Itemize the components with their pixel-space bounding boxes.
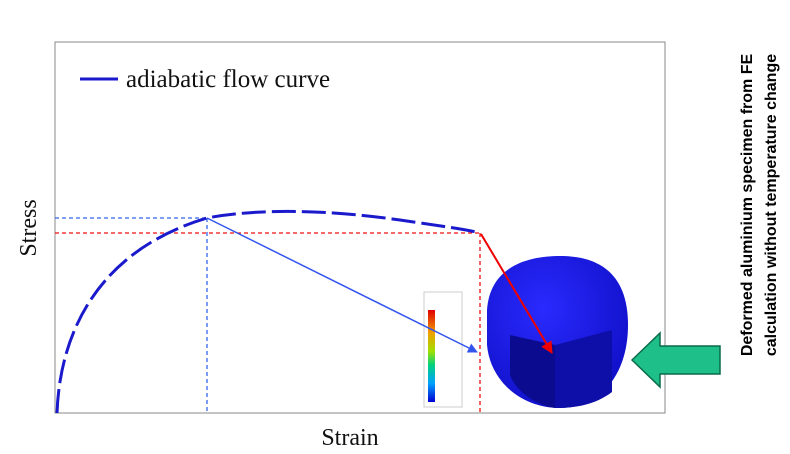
y-axis-label: Stress	[16, 199, 42, 256]
plot-frame	[54, 41, 666, 414]
arrow	[480, 233, 553, 354]
pointer-arrow	[630, 331, 721, 389]
side-note: calculation without temperature change	[763, 54, 780, 356]
x-axis-label: Strain	[321, 425, 378, 451]
arrow	[206, 217, 478, 353]
colorbar	[428, 310, 435, 402]
side-note: Deformed aluminium specimen from FE	[739, 54, 756, 357]
legend-label: adiabatic flow curve	[126, 66, 330, 93]
flow-curve	[55, 209, 481, 414]
specimen-cut	[555, 330, 612, 408]
